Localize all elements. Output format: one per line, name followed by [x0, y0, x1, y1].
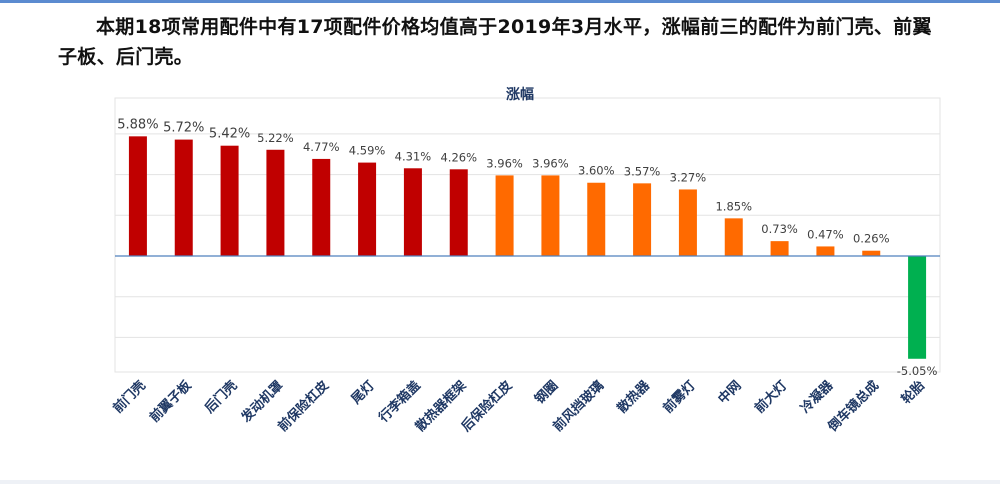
category-label: 发动机罩 — [237, 378, 286, 427]
bar — [449, 169, 468, 256]
category-label: 散热器 — [614, 377, 654, 417]
bar — [908, 256, 927, 359]
data-label: 1.85% — [715, 199, 752, 213]
category-label: 尾灯 — [348, 378, 378, 408]
data-label: 0.26% — [853, 232, 890, 246]
category-label: 后门壳 — [202, 378, 241, 417]
bar — [358, 162, 377, 256]
plot-area — [114, 97, 941, 373]
bar — [862, 250, 881, 256]
data-label: 0.47% — [807, 227, 844, 241]
category-label: 轮胎 — [898, 378, 928, 408]
data-label: 5.72% — [163, 121, 204, 136]
data-label: 3.60% — [578, 164, 615, 178]
bar — [403, 168, 422, 256]
category-label: 前大灯 — [752, 378, 791, 417]
bar — [174, 139, 193, 256]
bar — [541, 175, 560, 256]
category-label: 行李箱盖 — [375, 378, 424, 427]
data-label: 3.27% — [670, 170, 707, 184]
data-label: 3.57% — [624, 164, 661, 178]
data-label: 4.59% — [349, 144, 386, 158]
data-label: 3.96% — [532, 156, 569, 170]
category-label: 前雾灯 — [660, 378, 699, 417]
data-label: 5.42% — [209, 127, 250, 142]
bar — [587, 182, 606, 256]
data-label: 4.77% — [303, 140, 340, 154]
top-accent-line — [0, 0, 1000, 3]
category-label: 冷凝器 — [797, 377, 837, 417]
bar — [633, 183, 652, 256]
bar — [128, 136, 147, 256]
data-label: 5.88% — [117, 117, 158, 132]
bar — [816, 246, 835, 256]
chart-title: 涨幅 — [506, 86, 534, 103]
category-label: 钢圈 — [532, 378, 562, 408]
bottom-edge — [0, 480, 1000, 484]
bar — [770, 241, 789, 256]
data-label: 0.73% — [761, 222, 798, 236]
data-label: 3.96% — [486, 156, 523, 170]
category-label: 前翼子板 — [146, 377, 195, 426]
bar — [220, 145, 239, 256]
bar — [266, 149, 285, 256]
data-label: 5.22% — [257, 131, 294, 145]
category-label: 前门壳 — [110, 378, 149, 417]
bar — [312, 158, 331, 256]
data-label: 4.26% — [440, 150, 477, 164]
data-label: 4.31% — [395, 149, 432, 163]
bar — [724, 218, 743, 256]
bar — [678, 189, 697, 256]
data-label: -5.05% — [897, 364, 938, 378]
category-label: 中网 — [715, 378, 745, 408]
headline-text: 本期18项常用配件中有17项配件价格均值高于2019年3月水平，涨幅前三的配件为… — [58, 16, 932, 68]
bar — [495, 175, 514, 256]
